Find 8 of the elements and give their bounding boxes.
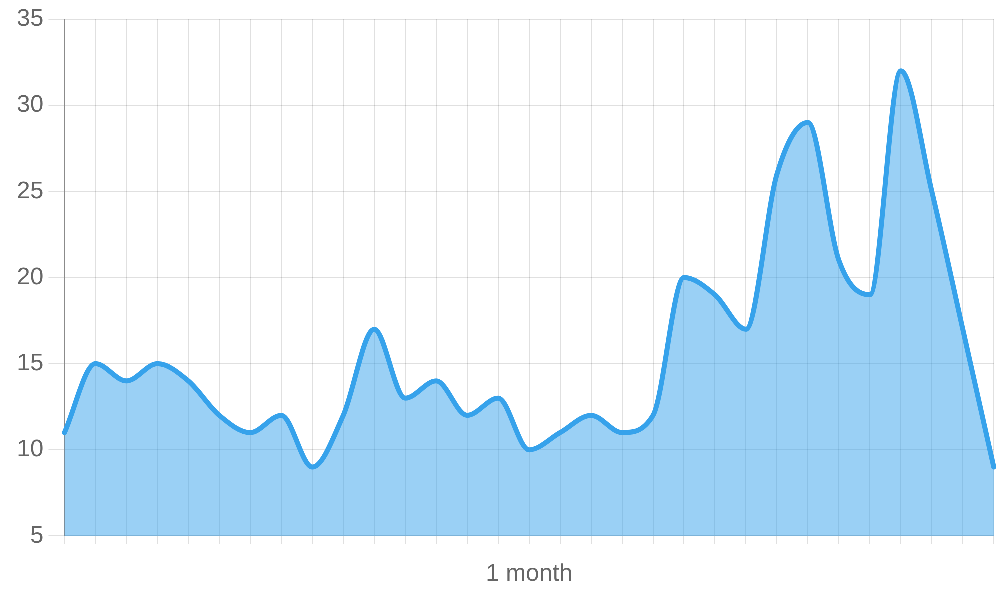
y-tick-label: 20 <box>16 263 44 290</box>
y-tick-label: 35 <box>16 5 44 32</box>
x-axis-title: 1 month <box>486 560 573 588</box>
y-tick-label: 15 <box>16 350 44 377</box>
y-tick-label: 25 <box>16 177 44 204</box>
y-tick-label: 10 <box>16 436 44 463</box>
y-tick-label: 30 <box>16 91 44 118</box>
y-tick-label: 5 <box>30 522 44 549</box>
